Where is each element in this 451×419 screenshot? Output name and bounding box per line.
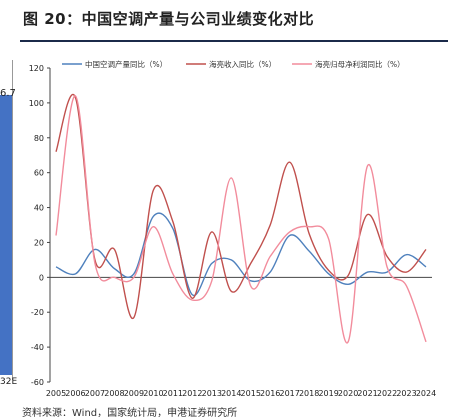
left-chart-bar [0,95,12,375]
x-tick-label: 2020 [338,389,358,398]
y-tick-label: -40 [31,343,44,352]
x-tick-labels: 2005 2006 2007 2008 2009 2010 2011 2012 2013 2014… [46,389,436,398]
left-chart-tick-label: 32E [0,377,18,387]
x-tick-label: 2023 [396,389,416,398]
series-line-2 [55,93,427,319]
x-tick-label: 2016 [260,389,280,398]
x-tick-label: 2006 [65,389,85,398]
series-line-3 [55,95,427,344]
y-tick-label: -20 [31,308,44,317]
y-tick-label: 20 [34,238,44,247]
x-tick-label: 2017 [280,389,300,398]
figure-title: 图 20：中国空调产量与公司业绩变化对比 [23,10,315,28]
x-tick-label: 2009 [124,389,144,398]
x-tick-label: 2013 [202,389,222,398]
y-tick-label: 60 [34,169,44,178]
series-line-1 [55,212,427,297]
source-note: 资料来源：Wind，国家统计局，申港证券研究所 [22,408,238,419]
left-chart-value-label: 6.7 [0,88,16,99]
x-tick-label: 2018 [299,389,319,398]
x-tick-label: 2007 [85,389,105,398]
legend-label-2: 海亮收入同比（%） [209,59,276,69]
y-tick-label: 80 [34,134,44,143]
x-tick-label: 2011 [163,389,183,398]
chart-axes [47,67,432,383]
chart-legend: 中国空调产量同比（%） 海亮收入同比（%） 海亮归母净利润同比（%） [62,59,405,69]
y-tick-labels: -60 -40 -20 0 20 40 60 80 100 120 [29,64,44,387]
x-tick-label: 2015 [241,389,261,398]
legend-label-1: 中国空调产量同比（%） [85,59,167,69]
x-tick-label: 2022 [377,389,397,398]
chart-series-lines [55,93,427,344]
title-underline [20,40,448,42]
y-tick-label: 120 [29,64,44,73]
left-chart-axis [12,60,13,380]
x-tick-label: 2014 [221,389,241,398]
x-tick-label: 2008 [104,389,124,398]
y-tick-label: -60 [31,378,44,387]
x-tick-label: 2024 [416,389,436,398]
y-tick-label: 40 [34,204,44,213]
x-tick-label: 2010 [143,389,163,398]
x-tick-label: 2012 [182,389,202,398]
x-tick-label: 2019 [318,389,338,398]
y-tick-label: 0 [39,273,44,282]
x-tick-label: 2005 [46,389,66,398]
x-tick-label: 2021 [357,389,377,398]
y-tick-label: 100 [29,99,44,108]
legend-label-3: 海亮归母净利润同比（%） [315,59,405,69]
